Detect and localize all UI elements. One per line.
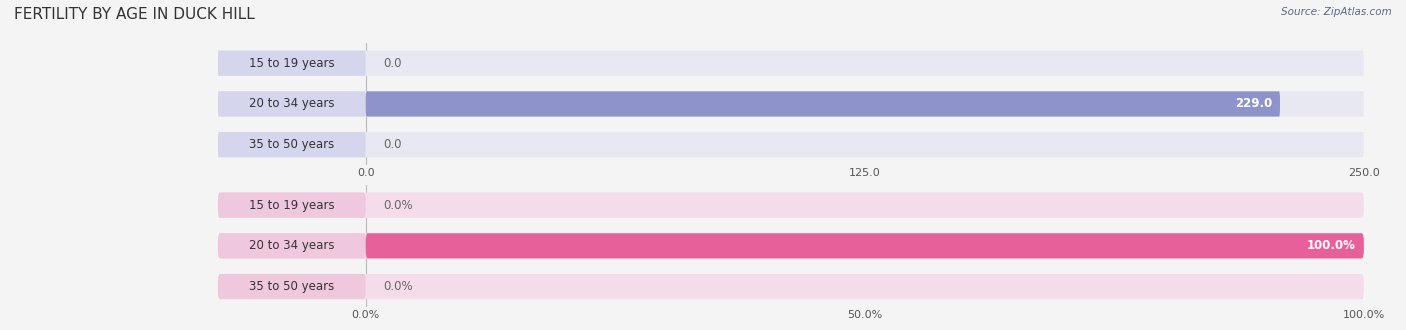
FancyBboxPatch shape bbox=[218, 274, 1364, 299]
Text: 100.0%: 100.0% bbox=[1308, 239, 1355, 252]
FancyBboxPatch shape bbox=[218, 91, 1364, 116]
FancyBboxPatch shape bbox=[218, 192, 1364, 218]
Text: 15 to 19 years: 15 to 19 years bbox=[249, 199, 335, 212]
Text: 0.0%: 0.0% bbox=[384, 199, 413, 212]
Text: 229.0: 229.0 bbox=[1234, 97, 1272, 111]
FancyBboxPatch shape bbox=[218, 50, 1364, 76]
FancyBboxPatch shape bbox=[218, 132, 1364, 157]
Text: 0.0: 0.0 bbox=[384, 138, 402, 151]
FancyBboxPatch shape bbox=[366, 91, 1279, 116]
FancyBboxPatch shape bbox=[366, 233, 1364, 258]
FancyBboxPatch shape bbox=[218, 91, 366, 116]
FancyBboxPatch shape bbox=[218, 233, 366, 258]
FancyBboxPatch shape bbox=[218, 50, 366, 76]
Text: 20 to 34 years: 20 to 34 years bbox=[249, 97, 335, 111]
FancyBboxPatch shape bbox=[218, 274, 366, 299]
Text: 35 to 50 years: 35 to 50 years bbox=[249, 280, 335, 293]
Text: FERTILITY BY AGE IN DUCK HILL: FERTILITY BY AGE IN DUCK HILL bbox=[14, 7, 254, 21]
Text: 0.0%: 0.0% bbox=[384, 280, 413, 293]
FancyBboxPatch shape bbox=[218, 233, 1364, 258]
Text: Source: ZipAtlas.com: Source: ZipAtlas.com bbox=[1281, 7, 1392, 16]
Text: 35 to 50 years: 35 to 50 years bbox=[249, 138, 335, 151]
Text: 20 to 34 years: 20 to 34 years bbox=[249, 239, 335, 252]
FancyBboxPatch shape bbox=[218, 192, 366, 218]
Text: 0.0: 0.0 bbox=[384, 57, 402, 70]
Text: 15 to 19 years: 15 to 19 years bbox=[249, 57, 335, 70]
FancyBboxPatch shape bbox=[218, 132, 366, 157]
